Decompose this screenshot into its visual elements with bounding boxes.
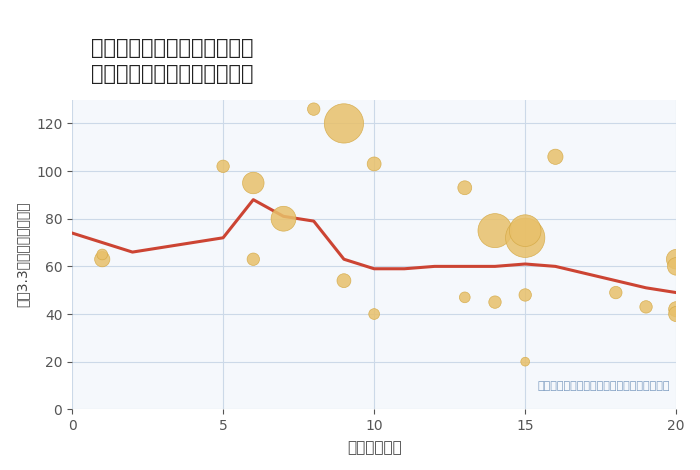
Point — [278, 215, 289, 222]
Point — [338, 277, 349, 284]
Point — [338, 120, 349, 127]
Point — [489, 298, 500, 306]
Point — [671, 263, 682, 270]
Point — [671, 256, 682, 263]
Point — [519, 358, 531, 366]
Text: 円の大きさは、取引のあった物件面積を示す: 円の大きさは、取引のあった物件面積を示す — [538, 381, 670, 391]
Point — [368, 310, 379, 318]
Point — [97, 251, 108, 258]
Point — [519, 234, 531, 242]
Point — [519, 291, 531, 299]
Point — [640, 303, 652, 311]
Point — [489, 227, 500, 235]
Point — [519, 227, 531, 235]
Point — [308, 105, 319, 113]
Y-axis label: 坪（3.3㎡）単価（万円）: 坪（3.3㎡）単価（万円） — [15, 202, 29, 307]
Point — [610, 289, 622, 297]
Point — [459, 184, 470, 191]
Point — [368, 160, 379, 168]
Point — [671, 306, 682, 313]
Point — [671, 310, 682, 318]
Point — [248, 256, 259, 263]
Point — [550, 153, 561, 161]
Text: 愛知県稲沢市祖父江町本甲の
駅距離別中古マンション価格: 愛知県稲沢市祖父江町本甲の 駅距離別中古マンション価格 — [91, 38, 253, 84]
Point — [248, 179, 259, 187]
Point — [97, 256, 108, 263]
Point — [459, 294, 470, 301]
Point — [218, 163, 229, 170]
X-axis label: 駅距離（分）: 駅距離（分） — [346, 440, 402, 455]
